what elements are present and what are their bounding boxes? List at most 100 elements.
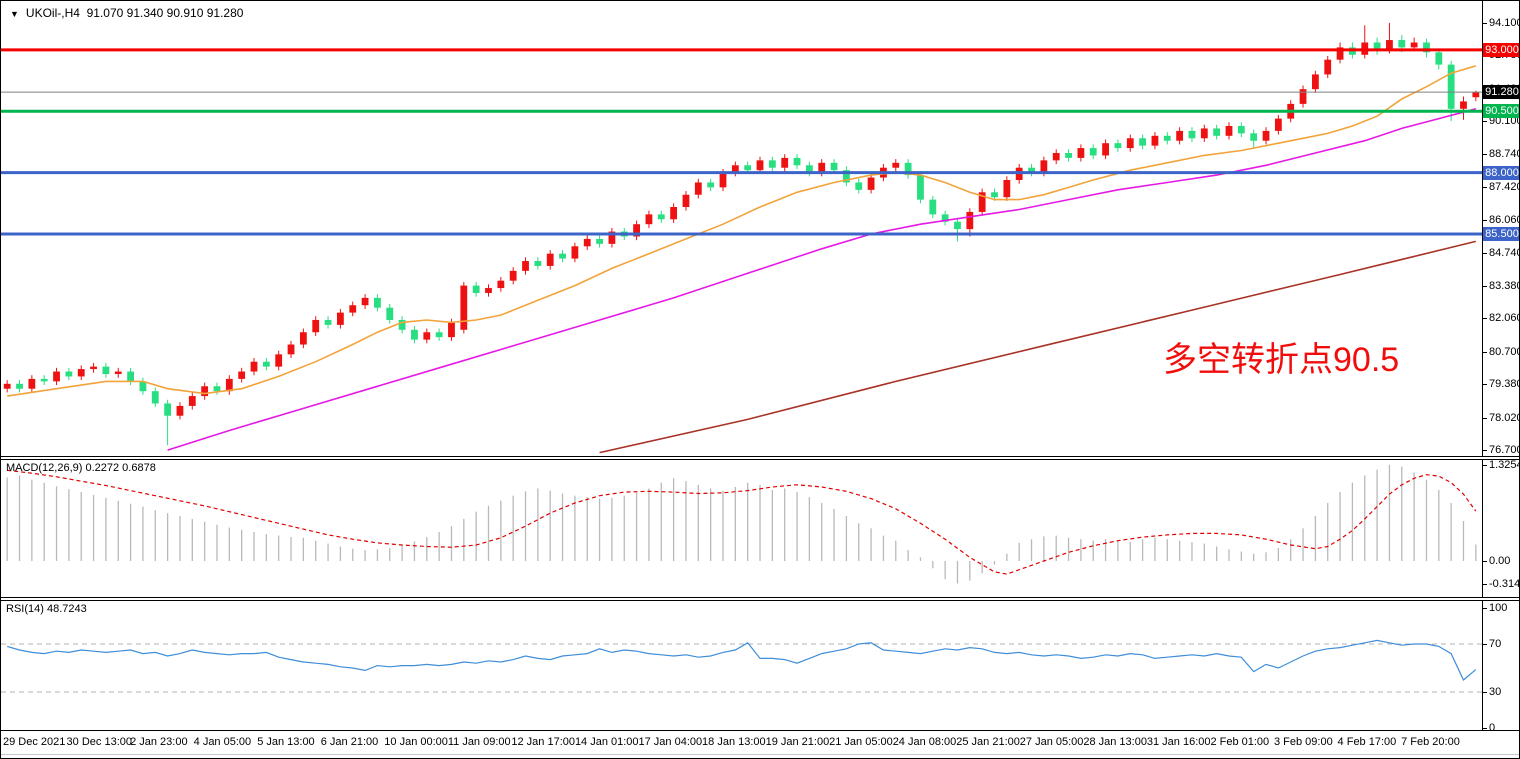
- time-axis-label: 25 Jan 21:00: [956, 736, 1020, 748]
- rsi-chart[interactable]: [1, 601, 1482, 730]
- time-axis-label: 27 Jan 05:00: [1019, 736, 1084, 748]
- candle-bull: [361, 294, 369, 309]
- candle-bull: [188, 392, 196, 410]
- candle-bull: [781, 154, 789, 172]
- macd-histogram: [6, 464, 1477, 584]
- time-axis-underline: [1, 754, 1519, 755]
- candle-bull: [312, 316, 320, 336]
- time-axis-label: 29 Dec 2021: [3, 736, 66, 748]
- rsi-tick-label: 0: [1489, 721, 1496, 734]
- time-axis-label: 2 Jan 23:00: [130, 736, 188, 748]
- candle-bull: [1003, 176, 1011, 201]
- symbol-name: UKOil-,H4: [25, 6, 80, 20]
- price-tick-label: 84.740: [1489, 246, 1520, 259]
- price-tick: [1483, 417, 1487, 419]
- candle-bear: [941, 210, 949, 226]
- rsi-tick: [1483, 691, 1487, 693]
- time-axis-label: 31 Jan 16:00: [1146, 736, 1211, 748]
- time-axis-label: 17 Jan 04:00: [638, 736, 703, 748]
- candle-bear: [164, 399, 172, 446]
- macd-panel[interactable]: MACD(12,26,9) 0.2272 0.6878: [1, 460, 1482, 597]
- time-axis[interactable]: 29 Dec 2021 30 Dec 13:00 2 Jan 23:00 4 Jan …: [1, 730, 1519, 758]
- panel-divider[interactable]: [1, 597, 1519, 601]
- time-axis-label: 18 Jan 13:00: [702, 736, 766, 748]
- price-axis[interactable]: 94.10092.78091.42090.10088.74087.42086.0…: [1482, 1, 1520, 457]
- candle-bear: [793, 154, 801, 169]
- time-axis-label: 28 Jan 13:00: [1083, 736, 1147, 748]
- price-tick-label: 76.700: [1489, 444, 1520, 457]
- candlestick-chart[interactable]: [1, 1, 1482, 456]
- candle-bear: [411, 326, 418, 344]
- candle-bear: [1373, 37, 1381, 55]
- candle-bull: [423, 328, 431, 344]
- chevron-down-icon[interactable]: ▼: [10, 9, 19, 19]
- macd-tick-label: -0.3149: [1489, 577, 1520, 590]
- ma-mid-line[interactable]: [167, 108, 1477, 451]
- time-axis-label: 7 Feb 20:00: [1401, 736, 1460, 748]
- price-tick: [1483, 450, 1487, 452]
- current-price-badge: 91.280: [1483, 85, 1519, 100]
- price-tick: [1483, 220, 1487, 222]
- price-tick: [1483, 22, 1487, 24]
- rsi-panel[interactable]: RSI(14) 48.7243: [1, 601, 1482, 730]
- price-annotation[interactable]: 多空转折点90.5: [1163, 341, 1400, 379]
- rsi-axis[interactable]: 100 70 30 0: [1482, 601, 1519, 734]
- candle-bull: [966, 208, 974, 237]
- price-level-badge: 93.000: [1483, 42, 1519, 57]
- candle-bull: [201, 382, 209, 400]
- rsi-tick-label: 100: [1489, 601, 1508, 614]
- macd-axis[interactable]: 1.3254 0.00 -0.3149: [1482, 459, 1520, 597]
- candle-bull: [485, 284, 492, 297]
- candle-bull: [509, 267, 517, 285]
- price-tick: [1483, 186, 1487, 188]
- candle-bull: [1262, 127, 1270, 145]
- candle-bull: [546, 249, 554, 270]
- candle-bear: [1163, 132, 1171, 145]
- candle-bull: [756, 156, 764, 174]
- price-tick: [1483, 154, 1487, 156]
- candle-bull: [694, 178, 702, 199]
- ohlc-values: 91.070 91.340 90.910 91.280: [86, 6, 244, 20]
- candle-bull: [336, 308, 344, 329]
- time-axis-label: 30 Dec 13:00: [66, 736, 132, 748]
- macd-tick: [1483, 561, 1487, 562]
- candle-bear: [917, 171, 924, 204]
- time-axis-label: 4 Jan 05:00: [193, 736, 252, 748]
- main-chart-panel[interactable]: ▼ UKOil-,H4 91.070 91.340 90.910 91.280 多…: [1, 1, 1482, 456]
- macd-tick: [1483, 464, 1487, 466]
- price-tick: [1483, 286, 1487, 288]
- candle-bear: [1213, 124, 1221, 140]
- candle-bull: [670, 203, 678, 223]
- panel-divider[interactable]: [1, 456, 1519, 460]
- candle-bear: [1065, 149, 1072, 162]
- candle-bear: [559, 249, 566, 263]
- price-tick-label: 83.380: [1489, 280, 1520, 293]
- ma-slow-line[interactable]: [599, 240, 1476, 454]
- candle-bull: [114, 367, 122, 378]
- candle-bull: [867, 173, 875, 194]
- candle-bull: [1336, 42, 1344, 64]
- macd-tick: [1483, 583, 1487, 585]
- price-tick-label: 87.420: [1489, 180, 1520, 193]
- candle-bear: [707, 178, 715, 192]
- rsi-tick-label: 30: [1489, 685, 1502, 698]
- ma-fast-line[interactable]: [7, 65, 1477, 397]
- price-tick: [1483, 252, 1487, 254]
- candle-bear: [596, 235, 603, 248]
- candle-bull: [1361, 25, 1369, 59]
- price-tick: [1483, 121, 1487, 123]
- candle-bull: [287, 340, 295, 359]
- time-axis-label: 12 Jan 17:00: [511, 736, 576, 748]
- candle-bull: [1460, 96, 1467, 120]
- candle-bull: [1052, 149, 1060, 165]
- time-axis-label: 5 Jan 13:00: [257, 736, 315, 748]
- macd-chart[interactable]: [1, 460, 1482, 597]
- candle-bull: [1200, 124, 1208, 142]
- price-tick-label: 79.380: [1489, 378, 1520, 391]
- candle-bull: [77, 365, 85, 381]
- candle-bear: [1089, 144, 1097, 160]
- candle-bull: [1299, 85, 1307, 108]
- time-axis-label: 11 Jan 09:00: [447, 736, 511, 748]
- candle-bear: [954, 218, 961, 242]
